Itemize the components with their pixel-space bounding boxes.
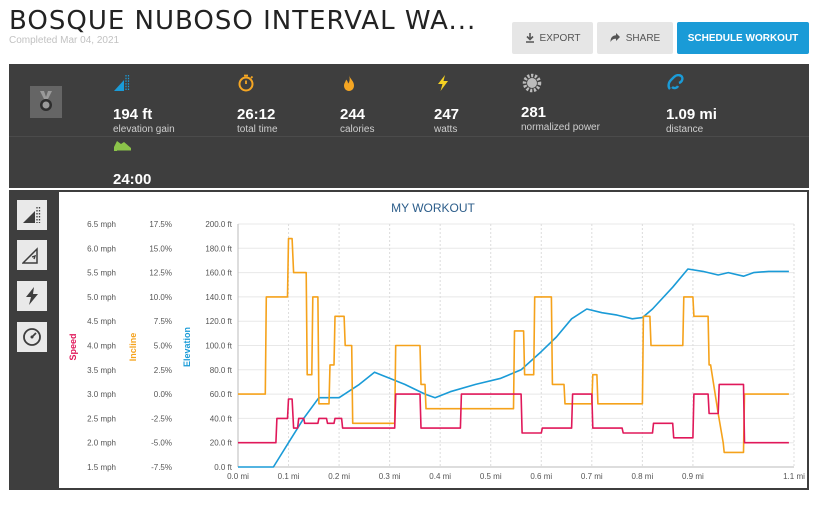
share-icon bbox=[610, 33, 620, 42]
stat-label: normalized power bbox=[521, 122, 600, 133]
y-tick-label: 160.0 ft bbox=[205, 269, 232, 278]
y-tick-label: 2.5 mph bbox=[87, 414, 116, 423]
y-tick-label: 7.5% bbox=[154, 317, 172, 326]
y-tick-label: 0.0 ft bbox=[214, 463, 233, 472]
y-tick-label: 180.0 ft bbox=[205, 244, 232, 253]
x-tick-label: 0.4 mi bbox=[429, 472, 451, 481]
x-tick-label: 0.7 mi bbox=[581, 472, 603, 481]
y-tick-label: 120.0 ft bbox=[205, 317, 232, 326]
y-tick-label: 3.0 mph bbox=[87, 390, 116, 399]
y-tick-label: 1.5 mph bbox=[87, 463, 116, 472]
series-line-elevation bbox=[238, 268, 789, 468]
schedule-workout-button[interactable]: SCHEDULE WORKOUT bbox=[677, 22, 809, 54]
shoe-icon bbox=[113, 139, 132, 157]
y-tick-label: 200.0 ft bbox=[205, 220, 232, 229]
y-tick-label: 60.0 ft bbox=[210, 390, 233, 399]
y-tick-label: 6.0 mph bbox=[87, 244, 116, 253]
y-tick-label: 17.5% bbox=[149, 220, 172, 229]
axis-title-elevation: Elevation bbox=[182, 327, 192, 367]
y-tick-label: 6.5 mph bbox=[87, 220, 116, 229]
x-tick-label: 0.6 mi bbox=[530, 472, 552, 481]
x-tick-label: 0.0 mi bbox=[227, 472, 249, 481]
y-tick-label: -5.0% bbox=[151, 439, 172, 448]
y-tick-label: 0.0% bbox=[154, 390, 172, 399]
y-tick-label: 4.0 mph bbox=[87, 342, 116, 351]
export-button[interactable]: EXPORT bbox=[512, 22, 593, 54]
chart-panel: 6.5 mph 17.5% 200.0 ft 6.0 mph 15.0% 180.0 ft… bbox=[9, 190, 809, 490]
download-icon bbox=[525, 33, 534, 43]
x-tick-label: 0.8 mi bbox=[631, 472, 653, 481]
distance-icon bbox=[666, 73, 684, 92]
stats-panel: 194 ft elevation gain 26:12 total time 244 ca… bbox=[9, 64, 809, 200]
stat-label: watts bbox=[434, 124, 458, 135]
stat-value: 24:00 bbox=[113, 171, 152, 188]
stat-value: 1.09 mi bbox=[666, 106, 717, 123]
power-tool-icon[interactable] bbox=[17, 281, 47, 311]
share-button[interactable]: SHARE bbox=[597, 22, 673, 54]
x-tick-label: 0.9 mi bbox=[682, 472, 704, 481]
share-button-label: SHARE bbox=[625, 32, 661, 44]
stats-divider bbox=[9, 136, 809, 137]
series-line-speed bbox=[238, 383, 789, 444]
gear-icon bbox=[521, 72, 542, 93]
y-tick-label: 80.0 ft bbox=[210, 366, 233, 375]
y-tick-label: 2.0 mph bbox=[87, 439, 116, 448]
x-tick-label: 0.3 mi bbox=[379, 472, 401, 481]
y-tick-label: 3.5 mph bbox=[87, 366, 116, 375]
y-tick-label: 4.5 mph bbox=[87, 317, 116, 326]
x-tick-label: 1.1 mi bbox=[783, 472, 805, 481]
y-tick-label: 100.0 ft bbox=[205, 342, 232, 351]
x-tick-label: 0.1 mi bbox=[278, 472, 300, 481]
y-tick-label: -7.5% bbox=[151, 463, 172, 472]
elevation-icon bbox=[113, 74, 131, 92]
incline-tool-icon[interactable] bbox=[17, 240, 47, 270]
workout-chart-svg: 6.5 mph 17.5% 200.0 ft 6.0 mph 15.0% 180.0 ft… bbox=[68, 201, 805, 481]
page-title: BOSQUE NUBOSO INTERVAL WA... bbox=[9, 6, 477, 36]
y-tick-label: 140.0 ft bbox=[205, 293, 232, 302]
lightning-icon bbox=[434, 74, 452, 92]
stat-value: 244 bbox=[340, 106, 366, 123]
y-tick-label: 5.0% bbox=[154, 342, 172, 351]
stat-value: 26:12 bbox=[237, 106, 276, 123]
export-button-label: EXPORT bbox=[539, 32, 581, 44]
y-tick-label: 40.0 ft bbox=[210, 414, 233, 423]
y-tick-label: 5.5 mph bbox=[87, 269, 116, 278]
y-tick-label: 10.0% bbox=[149, 293, 172, 302]
chart-title: MY WORKOUT bbox=[391, 201, 475, 215]
flame-icon bbox=[340, 74, 358, 92]
stat-label: total time bbox=[237, 124, 278, 135]
y-tick-label: 15.0% bbox=[149, 244, 172, 253]
axis-title-speed: Speed bbox=[68, 333, 78, 360]
x-tick-label: 0.5 mi bbox=[480, 472, 502, 481]
x-tick-label: 0.2 mi bbox=[328, 472, 350, 481]
stat-value: 281 bbox=[521, 104, 547, 121]
series-line-incline bbox=[238, 237, 789, 454]
stopwatch-icon bbox=[237, 74, 255, 92]
stat-value: 194 ft bbox=[113, 106, 153, 123]
axis-title-incline: Incline bbox=[128, 333, 138, 362]
elevation-tool-icon[interactable] bbox=[17, 200, 47, 230]
y-tick-label: 20.0 ft bbox=[210, 439, 233, 448]
stat-value: 247 bbox=[434, 106, 460, 123]
y-tick-label: -2.5% bbox=[151, 414, 172, 423]
y-tick-label: 2.5% bbox=[154, 366, 172, 375]
y-tick-label: 12.5% bbox=[149, 269, 172, 278]
medal-icon bbox=[30, 86, 62, 118]
workout-chart: 6.5 mph 17.5% 200.0 ft 6.0 mph 15.0% 180.0 ft… bbox=[59, 192, 807, 488]
stat-label: distance bbox=[666, 124, 704, 135]
completed-date: Completed Mar 04, 2021 bbox=[9, 35, 120, 46]
stat-label: elevation gain bbox=[113, 124, 175, 135]
y-tick-label: 5.0 mph bbox=[87, 293, 116, 302]
stat-label: calories bbox=[340, 124, 375, 135]
gauge-tool-icon[interactable] bbox=[17, 322, 47, 352]
